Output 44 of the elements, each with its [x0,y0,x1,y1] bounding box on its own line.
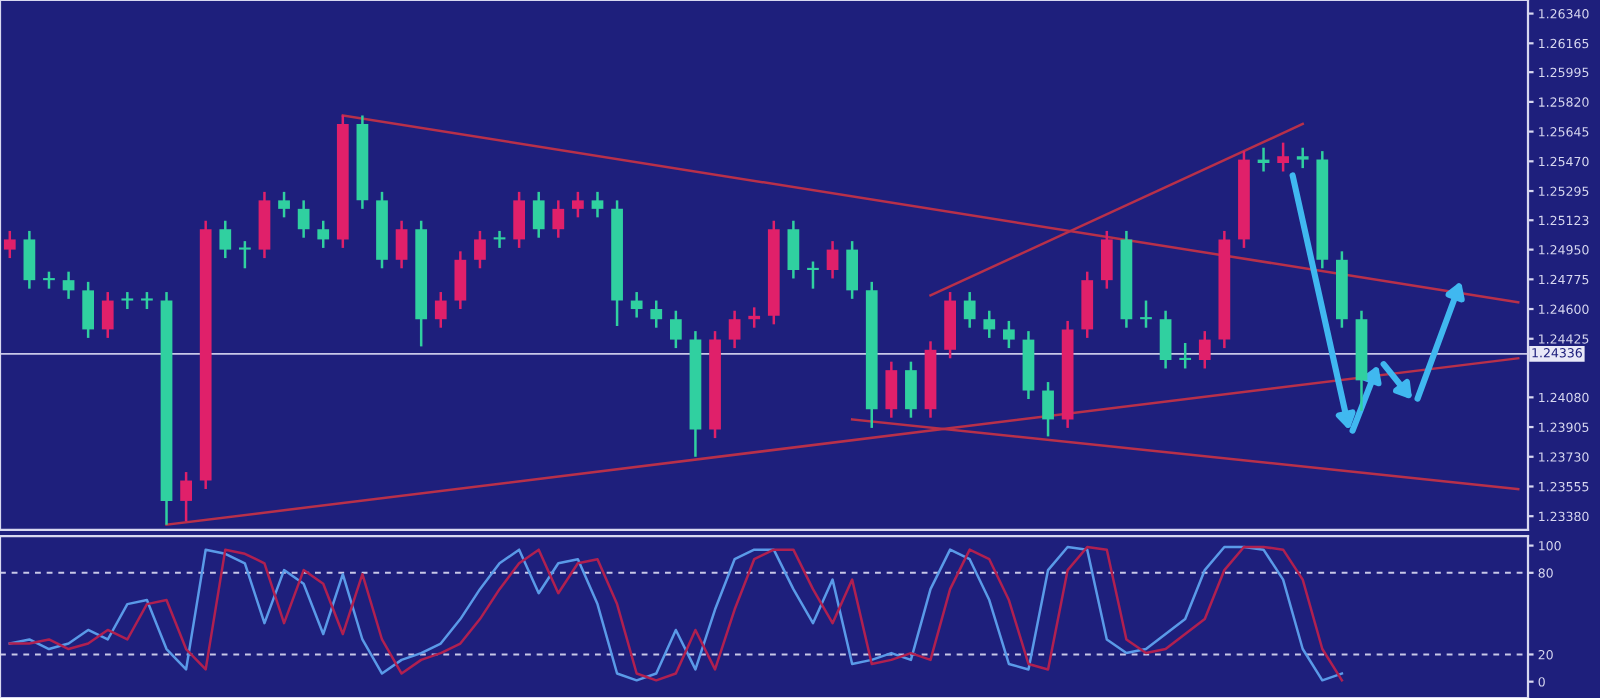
candlestick [787,219,800,280]
candlestick [23,229,36,290]
candlestick [807,260,819,290]
line-series [8,545,1344,682]
candlestick [101,290,114,340]
candlestick [3,229,16,260]
candlestick [905,360,917,419]
candlestick [591,190,604,219]
candlestick [121,290,134,311]
candlestick [728,309,741,350]
candlestick [434,290,447,329]
candlestick [454,250,467,311]
candlestick [1042,380,1054,438]
candlestick [846,239,859,301]
candlestick [983,309,996,340]
candlestick [1140,299,1152,329]
candlestick [219,219,232,260]
candlestick [297,199,310,239]
candlestick [826,239,839,280]
candlestick [650,299,663,329]
candlestick [748,306,761,329]
candlestick [82,280,95,340]
candlestick [1002,319,1015,350]
candlestick [669,309,682,350]
candlestick [885,360,898,419]
candlestick [572,190,584,219]
candlestick [630,290,643,319]
candlestick [395,219,408,270]
candlestick [1198,329,1211,370]
candlestick [180,470,192,523]
candlestick [1179,341,1192,370]
candlestick [552,199,565,239]
candlestick [1277,141,1290,173]
candlestick [238,239,251,270]
candlestick [513,190,526,250]
candlestick [62,270,75,301]
candlestick [317,219,330,250]
candlestick [474,229,486,270]
candlestick [1159,309,1172,370]
candlestick [1100,229,1113,290]
candlestick [963,290,976,329]
candlestick [1296,146,1309,170]
candlestick [278,190,290,219]
candlestick [532,190,545,239]
